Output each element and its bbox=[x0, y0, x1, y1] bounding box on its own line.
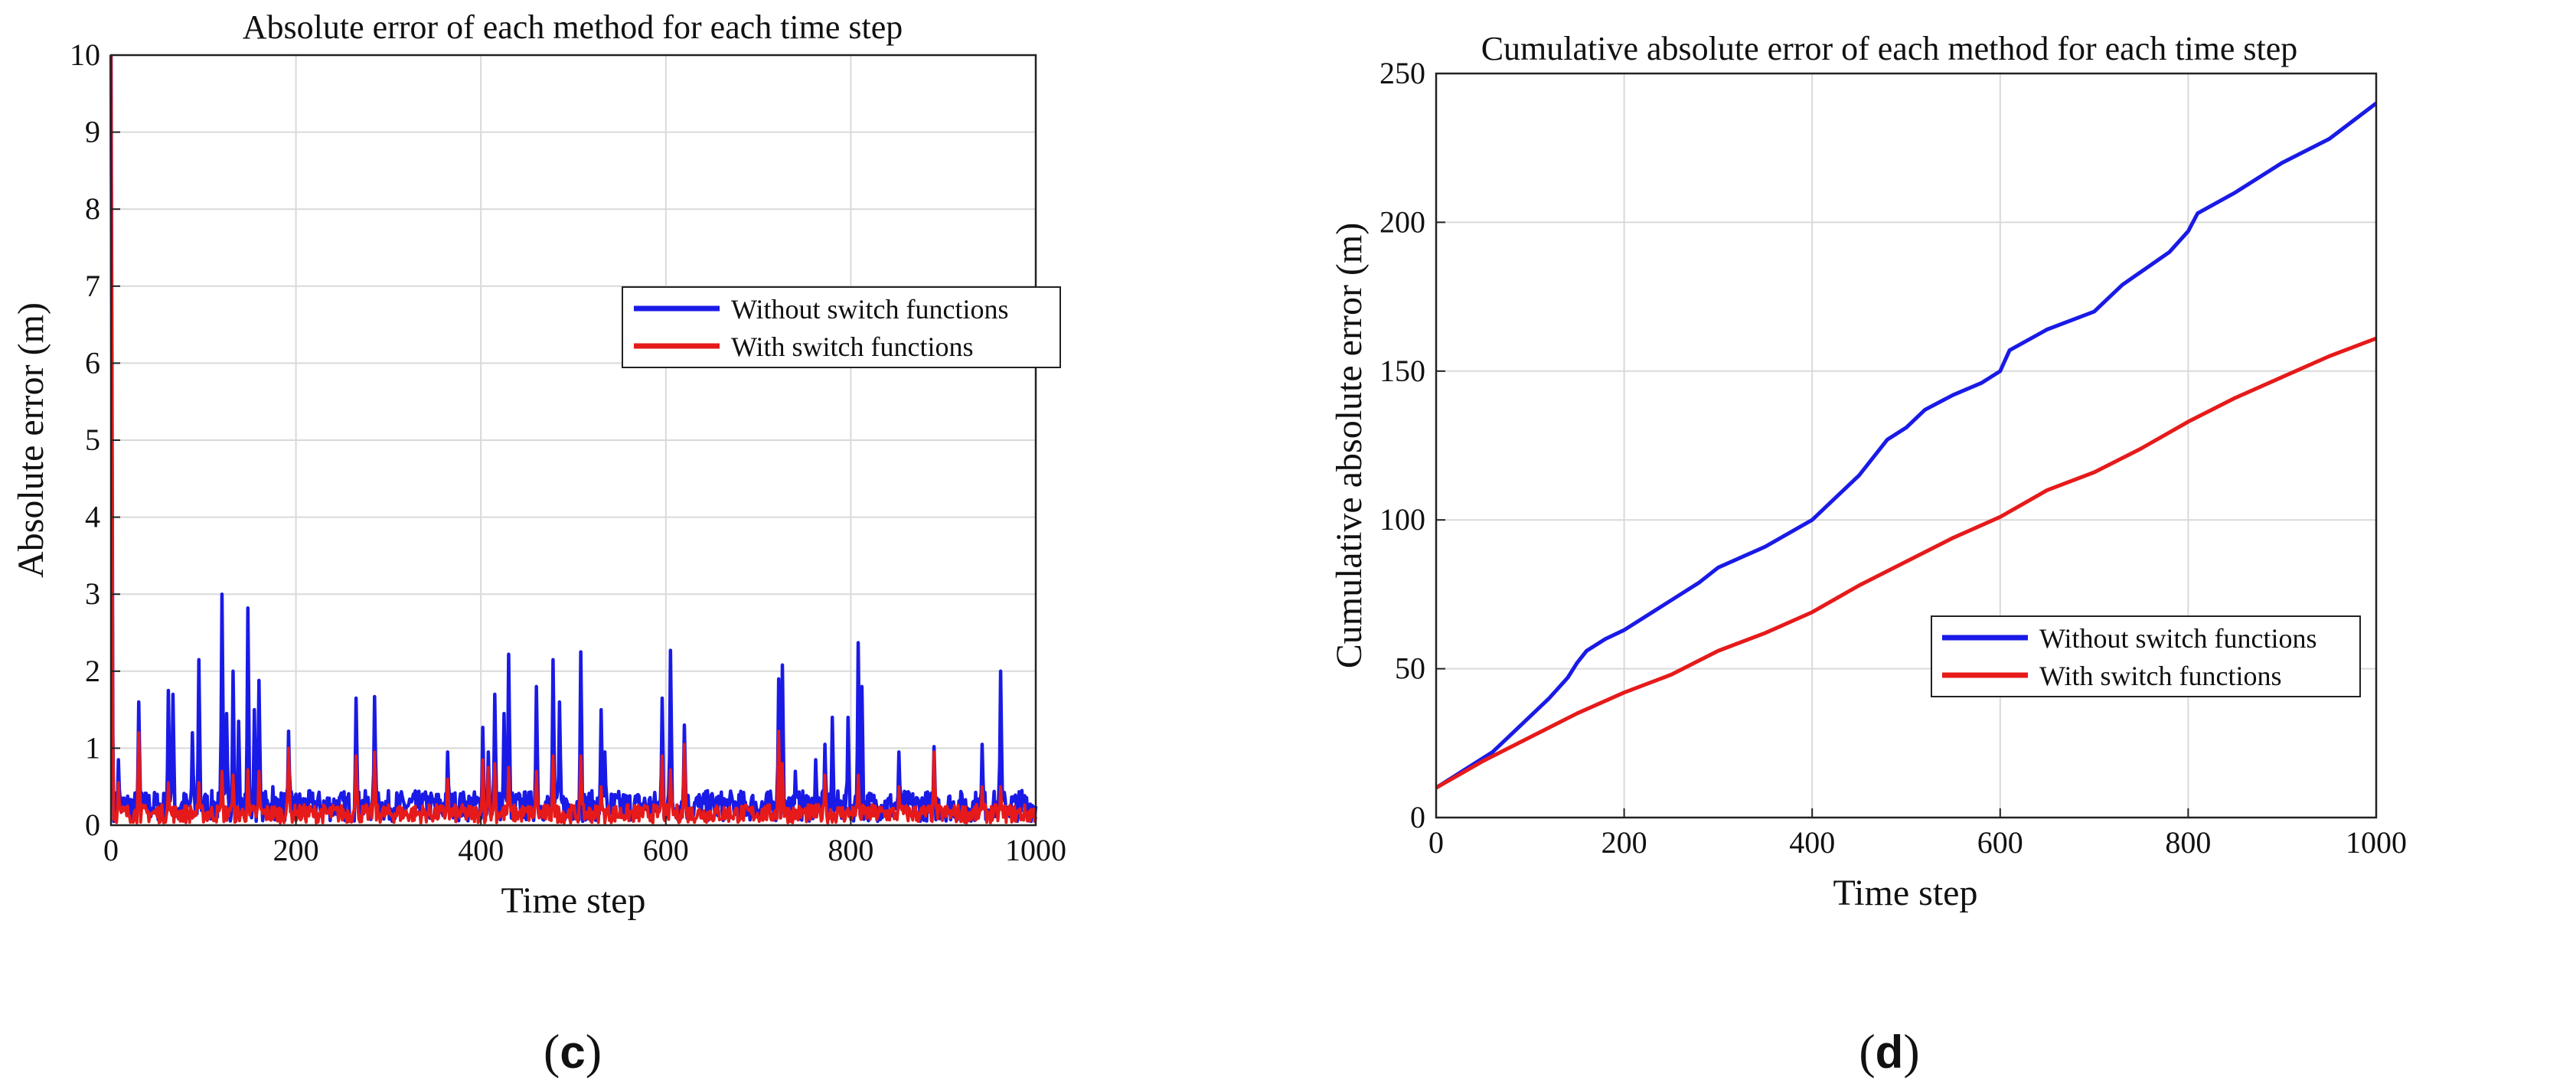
panel-c-y-tick-label: 8 bbox=[85, 191, 100, 226]
panel-c-y-tick-label: 2 bbox=[85, 654, 100, 688]
panel-d-x-tick-label: 200 bbox=[1601, 825, 1647, 860]
panel-c-y-tick-label: 5 bbox=[85, 423, 100, 457]
panel-d-cumulative-error: Cumulative absolute error of each method… bbox=[1329, 30, 2407, 1079]
panel-d-y-tick-label: 50 bbox=[1395, 651, 1425, 686]
panel-c-x-tick-label: 200 bbox=[273, 833, 319, 867]
panel-c-title: Absolute error of each method for each t… bbox=[243, 8, 903, 46]
panel-c-y-tick-label: 1 bbox=[85, 730, 100, 765]
panel-d-x-tick-label: 400 bbox=[1789, 825, 1835, 860]
panel-c-legend: Without switch functions With switch fun… bbox=[622, 286, 1061, 368]
panel-d-plot-frame bbox=[1435, 72, 2378, 819]
panel-d-y-tick-label: 150 bbox=[1379, 354, 1425, 388]
panel-c-x-tick-label: 1000 bbox=[1005, 833, 1066, 867]
panel-d-legend-box bbox=[1931, 615, 2361, 697]
panel-c-y-tick-label: 10 bbox=[70, 38, 100, 72]
panel-d-grid bbox=[1435, 73, 2377, 818]
panel-c-series-without-switch bbox=[109, 54, 1038, 824]
panel-d-title: Cumulative absolute error of each method… bbox=[1481, 30, 2298, 67]
panel-c-series-with-switch bbox=[109, 54, 1037, 824]
panel-c-x-tick-label: 400 bbox=[458, 833, 504, 867]
panel-d-x-tick-label: 1000 bbox=[2346, 825, 2407, 860]
panel-d-x-tick-label: 800 bbox=[2165, 825, 2211, 860]
panel-c-y-tick-label: 6 bbox=[85, 345, 100, 380]
panel-c-y-axis-label: Absolute error (m) bbox=[11, 302, 51, 578]
panel-c-caption: (c) bbox=[544, 1024, 602, 1079]
panel-d-legend: Without switch functions With switch fun… bbox=[1931, 615, 2361, 697]
panel-c-x-tick-label: 600 bbox=[643, 833, 689, 867]
panel-c-y-tick-label: 3 bbox=[85, 576, 100, 611]
panel-d-x-axis-label: Time step bbox=[1833, 873, 1978, 913]
panel-c-y-tick-label: 7 bbox=[85, 269, 100, 303]
panel-d-series-with-switch bbox=[1435, 336, 2377, 790]
panel-c-absolute-error: Absolute error of each method for each t… bbox=[11, 8, 1066, 1079]
panel-d-legend-label-with: With switch functions bbox=[2039, 661, 2282, 691]
panel-d-x-tick-label: 600 bbox=[1977, 825, 2023, 860]
panel-d-ticks: 0 200 400 600 800 1000 0 50 100 150 200 250 bbox=[1379, 56, 2407, 860]
panel-c-y-tick-label: 4 bbox=[85, 500, 100, 534]
panel-c-y-tick-label: 0 bbox=[85, 808, 100, 842]
panel-d-y-axis-label: Cumulative absolute error (m) bbox=[1329, 223, 1370, 669]
panel-c-legend-box bbox=[622, 286, 1061, 368]
panel-d-legend-label-without: Without switch functions bbox=[2039, 623, 2317, 654]
panel-d-caption: (d) bbox=[1859, 1024, 1919, 1079]
panel-d-y-tick-label: 250 bbox=[1379, 56, 1425, 90]
panel-c-ticks: 0 200 400 600 800 1000 0 1 2 3 4 5 6 7 8 9 10 bbox=[70, 38, 1066, 867]
panel-c-x-tick-label: 800 bbox=[828, 833, 873, 867]
panel-d-series-without-switch bbox=[1435, 101, 2378, 790]
panel-c-legend-label-with: With switch functions bbox=[731, 331, 974, 362]
panel-d-y-tick-label: 100 bbox=[1379, 502, 1425, 537]
panel-d-x-tick-label: 0 bbox=[1428, 825, 1444, 860]
panel-c-legend-label-without: Without switch functions bbox=[731, 294, 1009, 325]
panel-c-y-tick-label: 9 bbox=[85, 115, 100, 149]
panel-c-series bbox=[109, 54, 1038, 824]
panel-c-x-axis-label: Time step bbox=[501, 880, 646, 921]
panel-c-x-tick-label: 0 bbox=[103, 833, 119, 867]
panel-d-y-tick-label: 0 bbox=[1410, 800, 1425, 834]
panel-d-series bbox=[1435, 101, 2378, 790]
panel-d-y-tick-label: 200 bbox=[1379, 204, 1425, 239]
